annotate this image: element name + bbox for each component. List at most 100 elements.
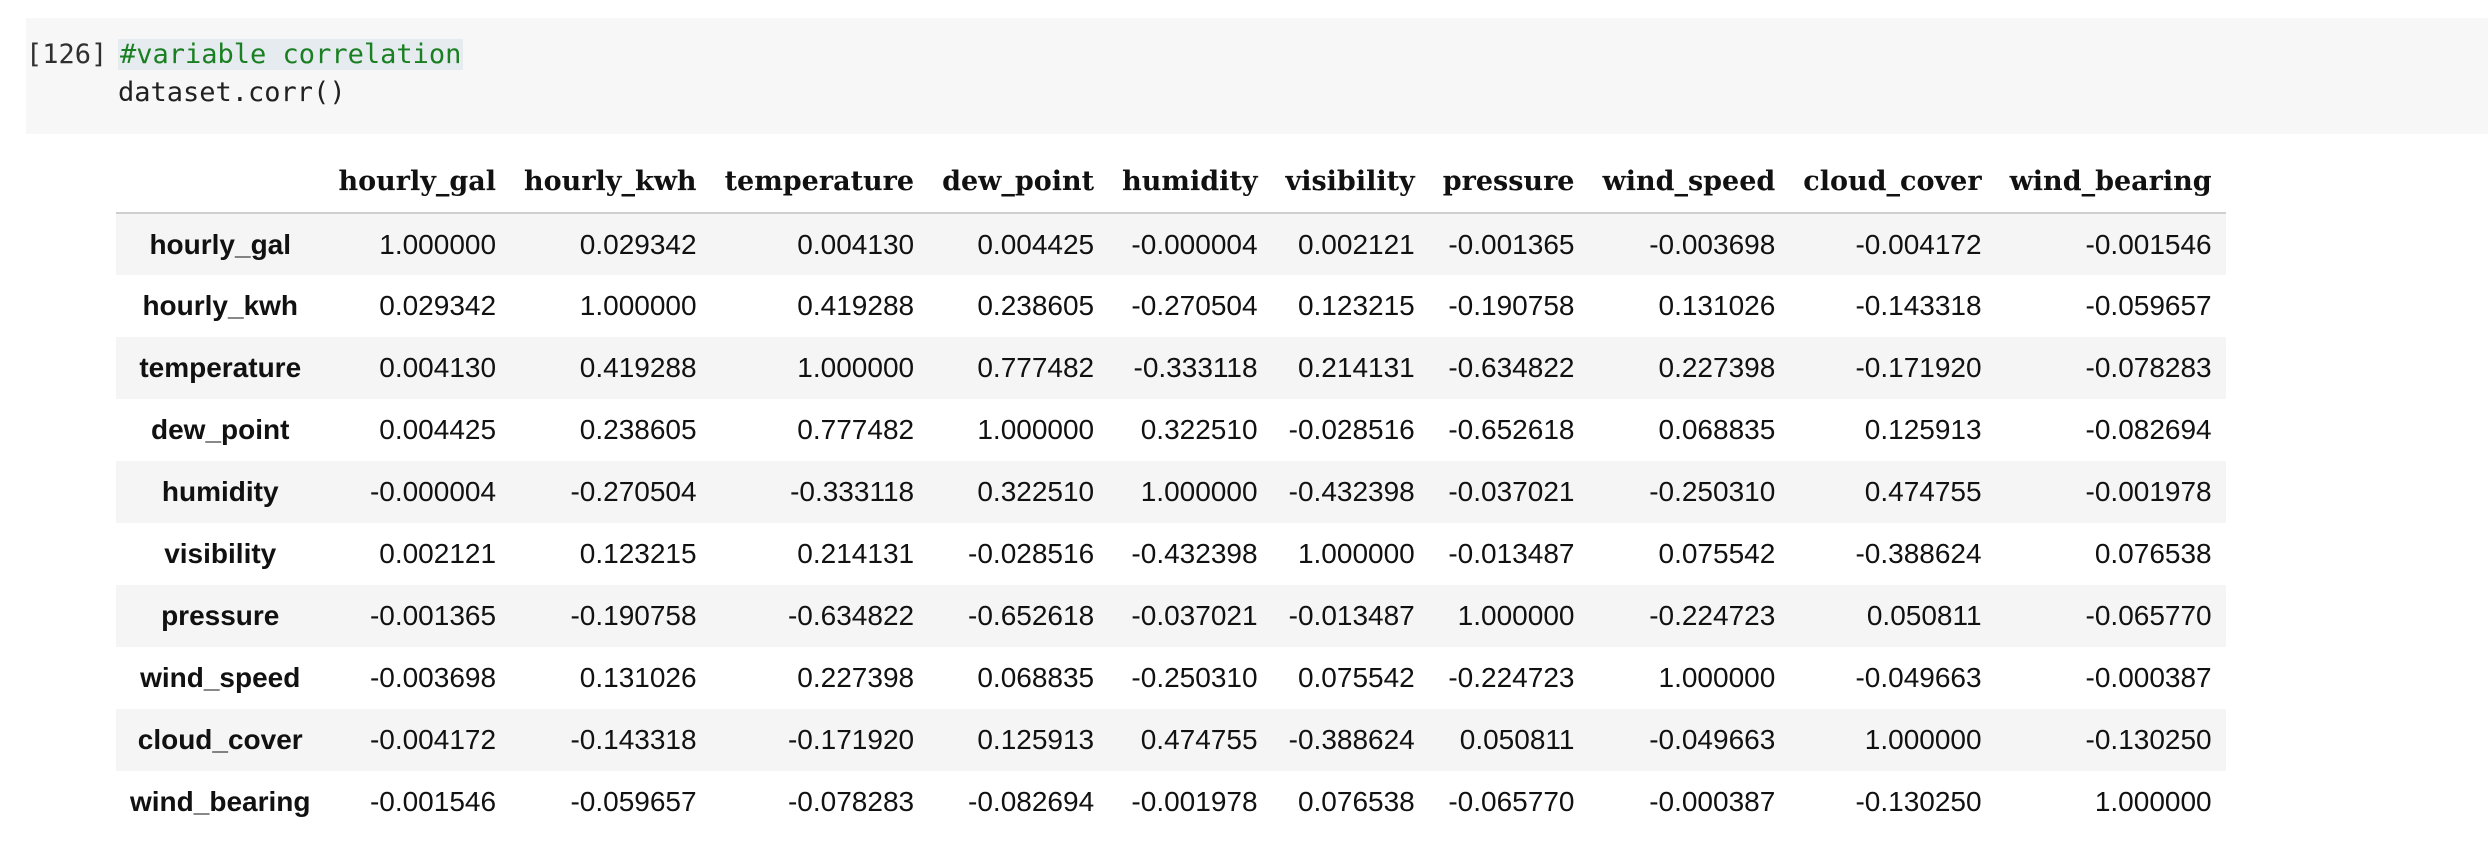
- code-comment: #variable correlation: [118, 39, 464, 70]
- table-cell: -0.001546: [369, 786, 497, 817]
- table-cell: 0.004130: [379, 352, 497, 383]
- table-cell: 0.322510: [1140, 414, 1258, 445]
- table-cell: -0.130250: [2085, 724, 2212, 755]
- table-cell: -0.270504: [1131, 290, 1258, 321]
- table-cell: -0.078283: [787, 786, 915, 817]
- table-cell: 0.131026: [579, 662, 697, 693]
- row-label-temperature: temperature: [139, 352, 302, 383]
- table-cell: 0.227398: [1658, 352, 1776, 383]
- row-label-visibility: visibility: [164, 538, 277, 569]
- table-cell: -0.652618: [1448, 414, 1575, 445]
- table-cell: 0.419288: [579, 352, 697, 383]
- row-label-wind-speed: wind_speed: [140, 662, 301, 693]
- table-cell: -0.224723: [1649, 600, 1776, 631]
- table-row: hourly_gal 1.000000 0.029342 0.004130 0.0044…: [116, 213, 2226, 275]
- table-cell: 1.000000: [1864, 724, 1982, 755]
- table-row: wind_bearing -0.001546 -0.059657 -0.078283 -…: [116, 771, 2226, 833]
- table-row: dew_point 0.004425 0.238605 0.777482 1.00000…: [116, 399, 2226, 461]
- table-cell: -0.432398: [1131, 538, 1258, 569]
- table-cell: 0.131026: [1658, 290, 1776, 321]
- table-cell: 0.050811: [1459, 724, 1575, 755]
- table-cell: 0.076538: [2094, 538, 2212, 569]
- table-cell: -0.190758: [1448, 290, 1575, 321]
- table-cell: 1.000000: [797, 352, 915, 383]
- table-cell: 1.000000: [977, 414, 1095, 445]
- table-cell: 0.002121: [1297, 228, 1415, 260]
- row-label-humidity: humidity: [161, 476, 279, 507]
- table-cell: 0.238605: [977, 290, 1095, 321]
- execution-count: [126]: [26, 39, 108, 70]
- column-header-cloud-cover: cloud_cover: [1789, 150, 1996, 214]
- table-cell: -0.000004: [369, 476, 497, 507]
- table-cell: 0.004130: [797, 228, 915, 260]
- row-label-hourly-gal: hourly_gal: [149, 228, 292, 260]
- table-cell: -0.049663: [1649, 724, 1776, 755]
- table-row: hourly_kwh 0.029342 1.000000 0.419288 0.2386…: [116, 275, 2226, 337]
- table-cell: 0.004425: [977, 228, 1095, 260]
- table-cell: 0.068835: [977, 662, 1095, 693]
- table-cell: 0.123215: [1297, 290, 1415, 321]
- table-cell: 1.000000: [1658, 662, 1776, 693]
- table-cell: 0.777482: [977, 352, 1095, 383]
- table-cell: 0.214131: [1297, 352, 1415, 383]
- table-cell: -0.078283: [2085, 352, 2212, 383]
- table-cell: 0.125913: [977, 724, 1095, 755]
- table-cell: 0.002121: [379, 538, 497, 569]
- code-cell[interactable]: [126] #variable correlation dataset.corr…: [26, 18, 2488, 134]
- table-cell: -0.250310: [1649, 476, 1776, 507]
- table-body: hourly_gal 1.000000 0.029342 0.004130 0.0044…: [116, 213, 2226, 833]
- table-cell: -0.432398: [1288, 476, 1415, 507]
- table-cell: -0.001978: [1131, 786, 1258, 817]
- table-cell: 0.068835: [1658, 414, 1776, 445]
- table-cell: -0.028516: [968, 538, 1095, 569]
- table-cell: 0.214131: [797, 538, 915, 569]
- table-cell: -0.065770: [1448, 786, 1575, 817]
- table-cell: -0.634822: [1448, 352, 1575, 383]
- column-header-dew-point: dew_point: [928, 150, 1109, 214]
- table-cell: -0.143318: [570, 724, 697, 755]
- table-cell: -0.250310: [1131, 662, 1258, 693]
- table-cell: -0.270504: [570, 476, 697, 507]
- column-header-wind-speed: wind_speed: [1588, 150, 1790, 214]
- column-header-hourly-gal: hourly_gal: [324, 150, 511, 214]
- table-cell: -0.037021: [1131, 600, 1258, 631]
- code-line-comment: #variable correlation: [118, 36, 464, 74]
- table-cell: -0.171920: [1855, 352, 1982, 383]
- table-cell: -0.004172: [369, 724, 497, 755]
- code-editor[interactable]: #variable correlation dataset.corr(): [118, 36, 464, 112]
- table-cell: 1.000000: [2094, 786, 2212, 817]
- table-cell: -0.000387: [2085, 662, 2212, 693]
- table-cell: -0.003698: [369, 662, 497, 693]
- code-line-statement: dataset.corr(): [118, 77, 346, 108]
- table-cell: 0.075542: [1297, 662, 1415, 693]
- table-cell: -0.001546: [2085, 228, 2212, 260]
- table-cell: -0.388624: [1855, 538, 1982, 569]
- table-cell: -0.059657: [570, 786, 697, 817]
- table-cell: 1.000000: [1457, 600, 1575, 631]
- table-cell: 0.322510: [977, 476, 1095, 507]
- table-cell: 0.075542: [1658, 538, 1776, 569]
- table-cell: 0.227398: [797, 662, 915, 693]
- table-row: humidity -0.000004 -0.270504 -0.333118 0.322…: [116, 461, 2226, 523]
- table-row: wind_speed -0.003698 0.131026 0.227398 0.068…: [116, 647, 2226, 709]
- table-cell: -0.171920: [787, 724, 915, 755]
- table-cell: 0.029342: [579, 228, 697, 260]
- table-cell: -0.003698: [1649, 228, 1776, 260]
- table-cell: 0.419288: [797, 290, 915, 321]
- column-header-pressure: pressure: [1428, 150, 1589, 214]
- table-cell: -0.049663: [1855, 662, 1982, 693]
- table-cell: -0.013487: [1288, 600, 1415, 631]
- cell-output: hourly_gal hourly_kwh temperature dew_point…: [116, 150, 2226, 833]
- table-cell: -0.333118: [790, 476, 915, 507]
- table-cell: 0.076538: [1297, 786, 1415, 817]
- table-cell: -0.130250: [1855, 786, 1982, 817]
- table-row: cloud_cover -0.004172 -0.143318 -0.171920 0.…: [116, 709, 2226, 771]
- row-label-cloud-cover: cloud_cover: [137, 724, 303, 755]
- table-row: temperature 0.004130 0.419288 1.000000 0.777…: [116, 337, 2226, 399]
- correlation-table: hourly_gal hourly_kwh temperature dew_point…: [116, 150, 2226, 833]
- table-cell: -0.143318: [1855, 290, 1982, 321]
- row-label-hourly-kwh: hourly_kwh: [142, 290, 299, 321]
- table-cell: 0.123215: [579, 538, 697, 569]
- table-cell: -0.388624: [1288, 724, 1415, 755]
- table-cell: 0.125913: [1864, 414, 1982, 445]
